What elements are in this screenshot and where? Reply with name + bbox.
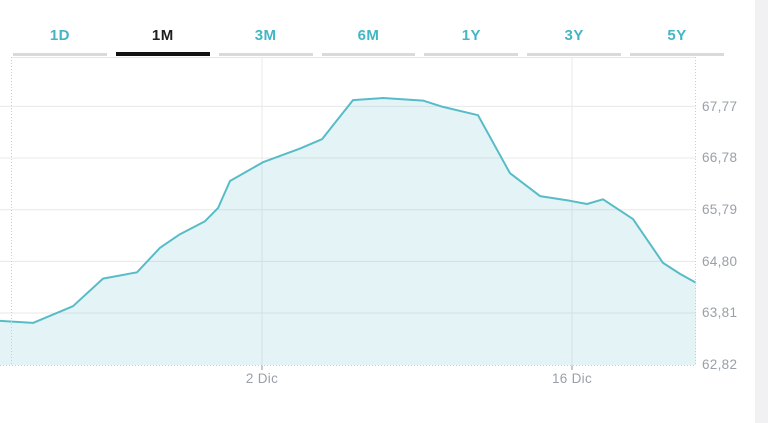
price-line: [0, 97, 696, 324]
y-axis-tick-label: 67,77: [702, 99, 738, 114]
tab-1m[interactable]: 1M: [115, 27, 210, 56]
price-area-chart[interactable]: [0, 57, 696, 371]
y-axis-tick-label: 63,81: [702, 305, 738, 320]
tab-1d[interactable]: 1D: [13, 27, 107, 56]
y-axis-tick-label: 64,80: [702, 254, 738, 269]
tab-6m[interactable]: 6M: [321, 27, 416, 56]
x-axis-tick-label: 16 Dic: [551, 371, 593, 386]
tab-5y[interactable]: 5Y: [630, 27, 725, 56]
tab-3y[interactable]: 3Y: [527, 27, 622, 56]
y-axis-tick-label: 62,82: [702, 357, 738, 372]
y-axis-tick-label: 65,79: [702, 202, 738, 217]
period-tab-bar: 1D 1M 3M 6M 1Y 3Y 5Y: [13, 27, 725, 56]
chart-plot-area[interactable]: [0, 57, 696, 371]
tab-3m[interactable]: 3M: [218, 27, 313, 56]
price-area-fill: [0, 98, 696, 365]
page-background-strip: [755, 0, 768, 423]
tab-1y[interactable]: 1Y: [424, 27, 519, 56]
x-axis-tick-label: 2 Dic: [245, 371, 279, 386]
y-axis-tick-label: 66,78: [702, 150, 738, 165]
